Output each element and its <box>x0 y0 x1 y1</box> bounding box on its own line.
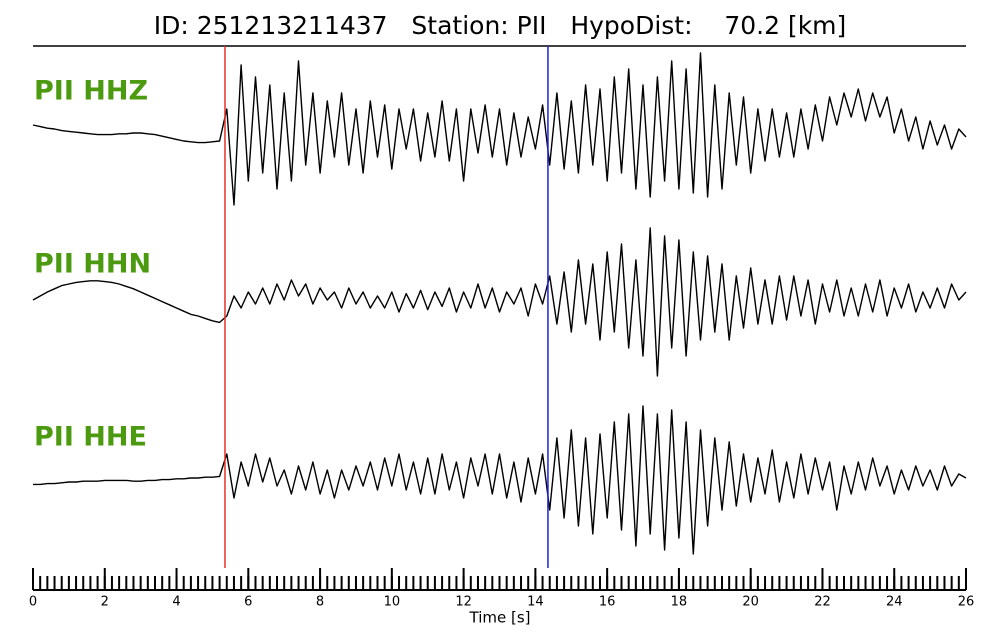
x-tick-label: 0 <box>29 595 37 610</box>
trace-label: PII HHZ <box>34 76 148 107</box>
waveform <box>32 227 967 377</box>
waveform <box>32 52 967 206</box>
x-tick-label: 8 <box>316 595 324 610</box>
x-tick-label: 26 <box>958 595 975 610</box>
x-tick-label: 10 <box>384 595 401 610</box>
x-tick-label: 6 <box>244 595 252 610</box>
x-axis-label: Time [s] <box>469 609 531 627</box>
x-tick-label: 22 <box>814 595 831 610</box>
x-tick-label: 20 <box>742 595 759 610</box>
waveform <box>33 405 967 555</box>
x-tick-label: 24 <box>886 595 903 610</box>
x-tick-label: 18 <box>671 595 688 610</box>
chart-title: ID: 251213211437 Station: PII HypoDist: … <box>154 11 847 40</box>
trace-label: PII HHE <box>34 422 147 453</box>
x-tick-label: 14 <box>527 595 544 610</box>
x-tick-label: 4 <box>172 595 180 610</box>
x-tick-label: 2 <box>101 595 109 610</box>
x-tick-label: 16 <box>599 595 616 610</box>
x-tick-label: 12 <box>455 595 472 610</box>
trace-label: PII HHN <box>34 249 151 280</box>
